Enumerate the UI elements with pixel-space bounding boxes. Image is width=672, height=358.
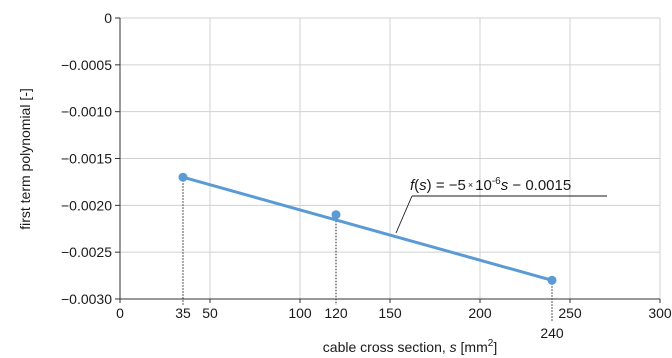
point-x-label: 35 — [175, 305, 191, 321]
x-tick-label: 200 — [468, 305, 492, 321]
point-x-label: 240 — [540, 325, 564, 341]
y-tick-label: −0.0025 — [61, 244, 112, 260]
x-tick-labels: 0 50 100 150 200 250 300 — [116, 305, 672, 321]
y-tick-label: −0.0005 — [61, 57, 112, 73]
y-tick-label: 0 — [104, 10, 112, 26]
point-x-label: 120 — [324, 305, 348, 321]
x-tick-label: 100 — [288, 305, 312, 321]
axes — [115, 17, 661, 303]
x-tick-label: 300 — [648, 305, 672, 321]
drop-lines — [182, 177, 553, 321]
fit-line — [181, 175, 554, 282]
y-tick-label: −0.0030 — [61, 291, 112, 307]
y-tick-labels: 0 −0.0005 −0.0010 −0.0015 −0.0020 −0.0025 −0.0… — [61, 10, 112, 307]
y-tick-label: −0.0010 — [61, 104, 112, 120]
data-point — [331, 210, 341, 220]
fit-line-group — [181, 175, 554, 282]
annotation-leader — [395, 195, 413, 234]
equation-label: f(s) = −5 × 10-6s − 0.0015 — [410, 176, 571, 194]
x-tick-label: 150 — [378, 305, 402, 321]
y-tick-label: −0.0020 — [61, 197, 112, 213]
y-axis-title: first term polynomial [-] — [17, 88, 33, 230]
data-point — [178, 172, 188, 182]
data-point — [547, 275, 557, 285]
point-labels: 35 120 240 — [175, 305, 564, 341]
x-tick-label: 50 — [202, 305, 218, 321]
y-tick-label: −0.0015 — [61, 151, 112, 167]
x-axis-title: cable cross section, s [mm2] — [323, 338, 497, 355]
x-tick-label: 250 — [558, 305, 582, 321]
grid — [120, 17, 661, 299]
x-tick-label: 0 — [116, 305, 124, 321]
data-points — [178, 172, 557, 285]
fit-equation-annotation: f(s) = −5 × 10-6s − 0.0015 — [395, 176, 607, 234]
